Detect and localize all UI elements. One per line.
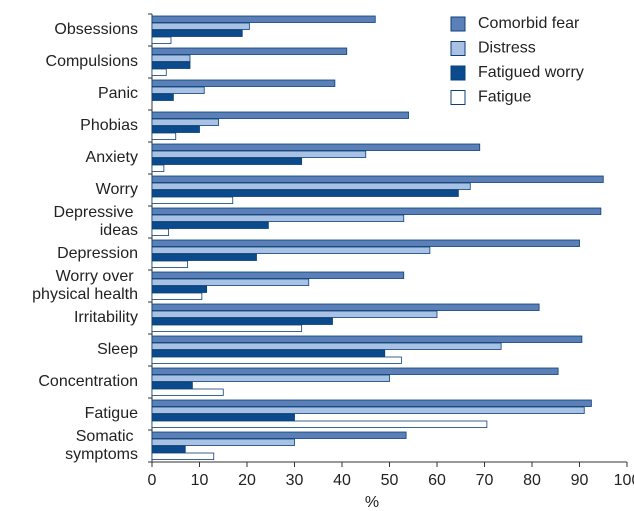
x-tick-label: 0 xyxy=(148,472,157,489)
bar xyxy=(151,150,367,158)
x-tick-label: 90 xyxy=(571,472,589,489)
bar xyxy=(151,15,376,23)
bar xyxy=(151,438,295,446)
bar xyxy=(151,111,409,119)
bar xyxy=(151,310,438,318)
bar xyxy=(151,271,405,279)
bar xyxy=(151,278,310,286)
x-tick-label: 30 xyxy=(286,472,304,489)
x-tick-label: 40 xyxy=(333,472,351,489)
bar xyxy=(151,349,386,357)
bar xyxy=(151,207,602,215)
bar xyxy=(151,125,200,133)
category-label: Anxiety xyxy=(86,149,138,166)
bar xyxy=(151,221,269,229)
legend-swatch xyxy=(450,16,466,32)
bar xyxy=(151,143,481,151)
category-label: Depressive ideas xyxy=(54,204,138,239)
bar xyxy=(151,388,224,396)
bar xyxy=(151,239,580,247)
category-label-line: physical health xyxy=(32,286,138,303)
bar xyxy=(151,253,257,261)
bar xyxy=(151,367,559,375)
category-label: Depression xyxy=(57,245,138,262)
bar xyxy=(151,335,583,343)
bar xyxy=(151,260,189,268)
x-axis-label: % xyxy=(365,494,379,511)
bar xyxy=(151,22,250,30)
bar xyxy=(151,420,488,428)
category-label: Concentration xyxy=(38,373,138,390)
bar xyxy=(151,79,336,87)
legend-swatch xyxy=(450,65,466,81)
category-label-line: symptoms xyxy=(65,446,138,463)
legend-swatch xyxy=(450,41,466,56)
category-label: Fatigue xyxy=(85,405,138,422)
x-tick-label: 10 xyxy=(191,472,209,489)
bar xyxy=(151,189,459,197)
category-label: Somatic symptoms xyxy=(65,428,138,463)
bar xyxy=(151,452,215,460)
legend-swatch xyxy=(450,90,466,105)
legend-label: Fatigued worry xyxy=(478,64,584,81)
legend-label: Comorbid fear xyxy=(478,15,580,32)
x-tick-label: 70 xyxy=(476,472,494,489)
bar xyxy=(151,29,243,37)
category-label-line: ideas xyxy=(100,222,138,239)
category-label: Obsessions xyxy=(54,21,138,38)
bar xyxy=(151,175,604,183)
bar xyxy=(151,118,219,126)
bar xyxy=(151,342,502,350)
bar xyxy=(151,431,407,439)
bar xyxy=(151,246,431,254)
category-label: Sleep xyxy=(97,341,138,358)
bar xyxy=(151,356,402,364)
bar xyxy=(151,93,174,101)
category-label: Panic xyxy=(98,85,138,102)
category-label-line: Depressive xyxy=(54,204,138,221)
bar xyxy=(151,445,186,453)
bar xyxy=(151,214,405,222)
bar xyxy=(151,36,172,44)
category-label: Compulsions xyxy=(46,53,138,70)
legend-label: Distress xyxy=(478,40,536,57)
category-label-line: Somatic xyxy=(76,428,138,445)
bar xyxy=(151,285,208,293)
bar xyxy=(151,157,303,165)
bar xyxy=(151,47,348,55)
bar xyxy=(151,292,203,300)
bar xyxy=(151,381,193,389)
bar xyxy=(151,182,471,190)
bar xyxy=(151,164,165,172)
bar xyxy=(151,399,592,407)
x-tick-label: 100 xyxy=(614,472,634,489)
bar xyxy=(151,86,205,94)
legend-label: Fatigue xyxy=(478,89,531,106)
category-label: Worry over physical health xyxy=(32,268,138,303)
bar xyxy=(151,54,191,62)
x-tick-label: 60 xyxy=(428,472,446,489)
bar xyxy=(151,196,234,204)
category-label: Worry xyxy=(96,181,138,198)
x-tick-label: 20 xyxy=(238,472,256,489)
category-label: Irritability xyxy=(74,309,138,326)
category-label: Phobias xyxy=(80,117,138,134)
category-label-line: Worry over xyxy=(56,268,138,285)
x-tick-label: 80 xyxy=(523,472,541,489)
bar xyxy=(151,406,585,414)
bar xyxy=(151,374,390,382)
bar xyxy=(151,132,177,140)
bar xyxy=(151,68,167,76)
bar xyxy=(151,413,295,421)
x-tick-label: 50 xyxy=(381,472,399,489)
bar xyxy=(151,228,170,236)
bar xyxy=(151,61,191,69)
bar xyxy=(151,317,333,325)
bar xyxy=(151,303,540,311)
bar xyxy=(151,324,303,332)
